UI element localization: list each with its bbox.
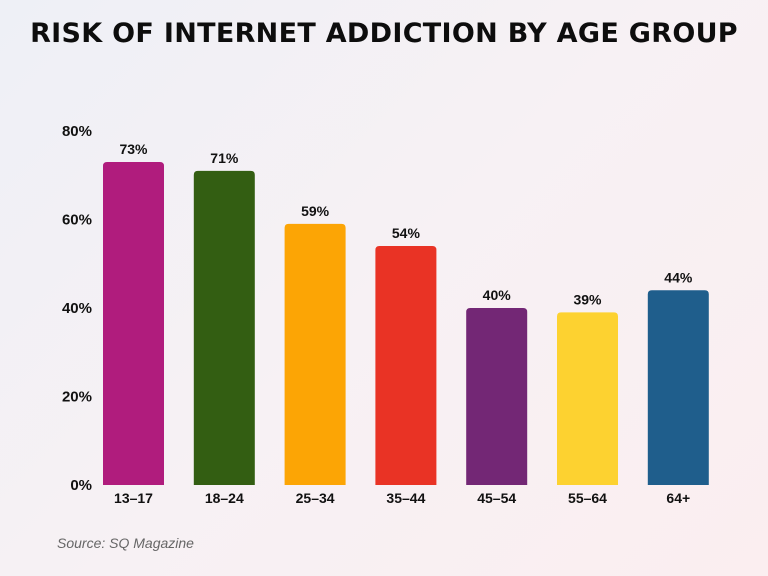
data-label: 54% [392,225,421,241]
bar [103,161,164,485]
x-tick-label: 55–64 [568,490,607,506]
bar [193,170,255,485]
x-tick-label: 25–34 [296,490,335,506]
bar [557,312,618,485]
source-note: Source: SQ Magazine [57,535,194,551]
data-label: 40% [483,287,512,303]
data-label: 39% [573,291,602,307]
y-tick-label: 20% [62,389,92,406]
bar [375,246,437,485]
data-label: 73% [119,141,148,157]
x-tick-label: 35–44 [386,490,425,506]
y-tick-label: 0% [70,477,92,494]
x-tick-label: 45–54 [477,490,516,506]
bar [284,223,346,486]
y-tick-label: 80% [62,123,92,140]
x-tick-label: 18–24 [205,490,244,506]
bar [647,290,709,485]
chart-title: RISK OF INTERNET ADDICTION BY AGE GROUP [30,18,738,49]
y-tick-label: 40% [62,300,92,317]
y-tick-label: 60% [62,212,92,229]
x-tick-label: 13–17 [114,490,153,506]
data-label: 71% [210,150,239,166]
x-tick-label: 64+ [666,490,690,506]
data-label: 44% [664,269,693,285]
data-label: 59% [301,203,330,219]
bar [466,308,528,485]
